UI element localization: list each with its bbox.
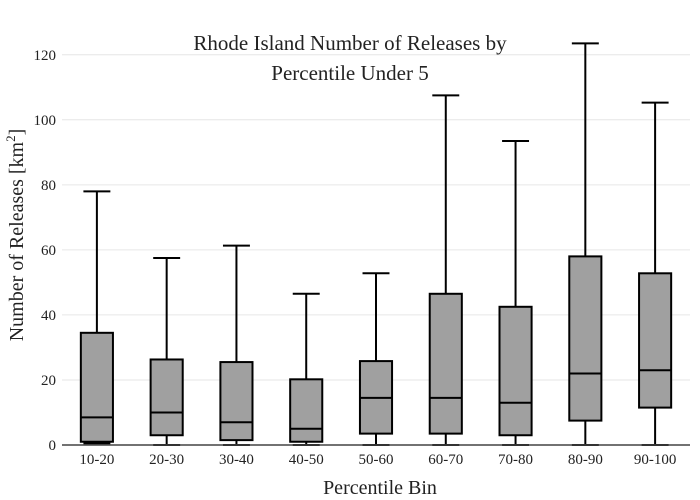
y-tick-label: 40: [41, 308, 56, 324]
box-40-50: [289, 292, 324, 446]
y-tick-label: 60: [41, 243, 56, 259]
iqr-box: [638, 272, 673, 409]
chart-title-line-1: Rhode Island Number of Releases by: [193, 31, 507, 55]
box-80-90: [568, 42, 603, 446]
y-tick-label: 20: [41, 373, 56, 389]
box-50-60: [358, 272, 394, 446]
x-tick-label: 90-100: [634, 452, 677, 468]
iqr-box: [219, 361, 254, 442]
y-tick-label: 100: [34, 113, 57, 129]
x-tick-label: 40-50: [289, 452, 324, 468]
box-30-40: [219, 244, 254, 446]
y-tick-label: 120: [34, 48, 57, 64]
x-tick-label: 20-30: [149, 452, 184, 468]
x-tick-label: 80-90: [568, 452, 603, 468]
iqr-box: [568, 255, 603, 422]
y-tick-label: 0: [49, 438, 57, 454]
y-tick-labels: 0 20 40 60 80 100 120: [34, 48, 57, 454]
x-tick-labels: 10-20 20-30 30-40 40-50 50-60 60-70 70-80 80-90…: [79, 452, 676, 468]
iqr-box: [149, 358, 184, 437]
boxes: [79, 42, 673, 446]
x-tick-label: 10-20: [79, 452, 114, 468]
chart-title-line-2: Percentile Under 5: [271, 61, 428, 85]
y-axis-title-main: Number of Releases [km: [6, 141, 28, 341]
box-60-70: [428, 94, 463, 446]
x-tick-label: 60-70: [428, 452, 463, 468]
y-axis-title: Number of Releases [km2]: [3, 129, 28, 342]
x-tick-label: 50-60: [359, 452, 394, 468]
box-20-30: [149, 257, 184, 446]
y-tick-label: 80: [41, 178, 56, 194]
iqr-box: [428, 292, 463, 435]
box-70-80: [498, 139, 533, 446]
iqr-box: [289, 378, 324, 443]
y-axis-title-close: ]: [6, 129, 28, 136]
iqr-box: [79, 331, 114, 443]
x-axis-title: Percentile Bin: [323, 477, 437, 499]
iqr-box: [498, 305, 533, 437]
box-90-100: [638, 101, 673, 446]
y-axis-title-superscript: 2: [3, 135, 18, 142]
box-10-20: [79, 190, 114, 445]
x-tick-label: 30-40: [219, 452, 254, 468]
x-tick-label: 70-80: [498, 452, 533, 468]
